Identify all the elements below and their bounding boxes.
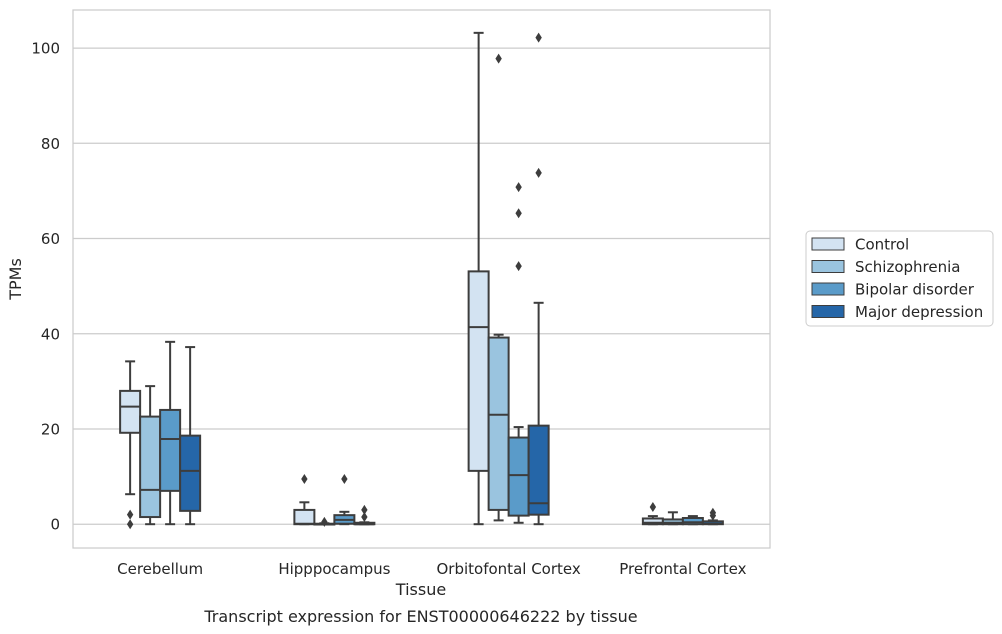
legend-label: Major depression bbox=[855, 303, 983, 321]
outlier-point bbox=[515, 182, 522, 193]
legend-swatch bbox=[811, 305, 845, 318]
outlier-point bbox=[126, 509, 134, 520]
x-tick-labels: Cerebellum Hipppocampus Orbitofontal Corte… bbox=[117, 560, 746, 578]
y-tick-label: 60 bbox=[41, 230, 60, 248]
box-marks bbox=[119, 31, 724, 530]
box-body bbox=[507, 436, 530, 517]
outlier-point bbox=[126, 519, 134, 530]
box-body bbox=[139, 415, 162, 519]
outlier-point bbox=[709, 507, 717, 518]
y-tick-label: 20 bbox=[41, 420, 60, 438]
outlier-point bbox=[321, 516, 328, 527]
x-tick-label: Prefrontal Cortex bbox=[619, 560, 746, 578]
outlier-point bbox=[515, 208, 522, 219]
legend-label: Schizophrenia bbox=[855, 258, 960, 276]
box-schizophrenia bbox=[139, 385, 162, 526]
box-control bbox=[467, 31, 490, 526]
y-axis-label: TPMs bbox=[6, 258, 25, 301]
legend-label: Bipolar disorder bbox=[855, 281, 975, 299]
box-bipolar-disorder bbox=[681, 515, 704, 526]
legend-swatch bbox=[811, 282, 845, 296]
outlier-point bbox=[535, 32, 542, 43]
outlier-point bbox=[301, 473, 308, 484]
x-axis-label: Tissue bbox=[395, 580, 446, 599]
y-tick-label: 100 bbox=[31, 40, 60, 58]
legend: Control Schizophrenia Bipolar disorder Majo… bbox=[805, 230, 994, 327]
y-tick-label: 40 bbox=[41, 325, 60, 343]
box-bipolar-disorder bbox=[333, 473, 356, 526]
box-body bbox=[179, 434, 202, 512]
outlier-point bbox=[649, 502, 657, 513]
chart-caption: Transcript expression for ENST0000064622… bbox=[203, 607, 637, 626]
outlier-point bbox=[361, 512, 368, 523]
box-body bbox=[487, 336, 510, 511]
box-bipolar-disorder bbox=[159, 340, 182, 526]
legend-swatch bbox=[811, 260, 845, 273]
box-body bbox=[293, 508, 316, 526]
x-tick-label: Hipppocampus bbox=[278, 560, 390, 578]
box-body bbox=[467, 270, 490, 472]
box-body bbox=[119, 389, 142, 434]
box-control bbox=[293, 473, 316, 526]
box-schizophrenia bbox=[661, 511, 684, 526]
box-control bbox=[119, 360, 142, 530]
x-tick-label: Orbitofontal Cortex bbox=[437, 560, 581, 578]
legend-swatch bbox=[811, 237, 845, 251]
y-tick-labels: 0 20 40 60 80 100 bbox=[31, 40, 60, 534]
box-major-depression bbox=[353, 504, 376, 526]
box-body bbox=[527, 424, 550, 516]
box-schizophrenia bbox=[487, 53, 510, 522]
outlier-point bbox=[361, 504, 368, 515]
legend-frame bbox=[805, 230, 994, 327]
box-bipolar-disorder bbox=[507, 182, 530, 524]
outlier-point bbox=[341, 473, 348, 484]
box-major-depression bbox=[527, 32, 550, 526]
x-tick-label: Cerebellum bbox=[117, 560, 203, 578]
y-tick-label: 0 bbox=[50, 516, 60, 534]
outlier-point bbox=[535, 167, 542, 178]
outlier-point bbox=[495, 53, 502, 64]
box-control bbox=[641, 502, 664, 526]
box-major-depression bbox=[179, 346, 202, 526]
y-tick-label: 80 bbox=[41, 135, 60, 153]
legend-label: Control bbox=[855, 236, 909, 254]
box-major-depression bbox=[701, 507, 724, 526]
outlier-point bbox=[515, 261, 522, 272]
plot-area-frame bbox=[72, 9, 771, 549]
box-body bbox=[159, 408, 182, 492]
box-schizophrenia bbox=[313, 516, 336, 527]
